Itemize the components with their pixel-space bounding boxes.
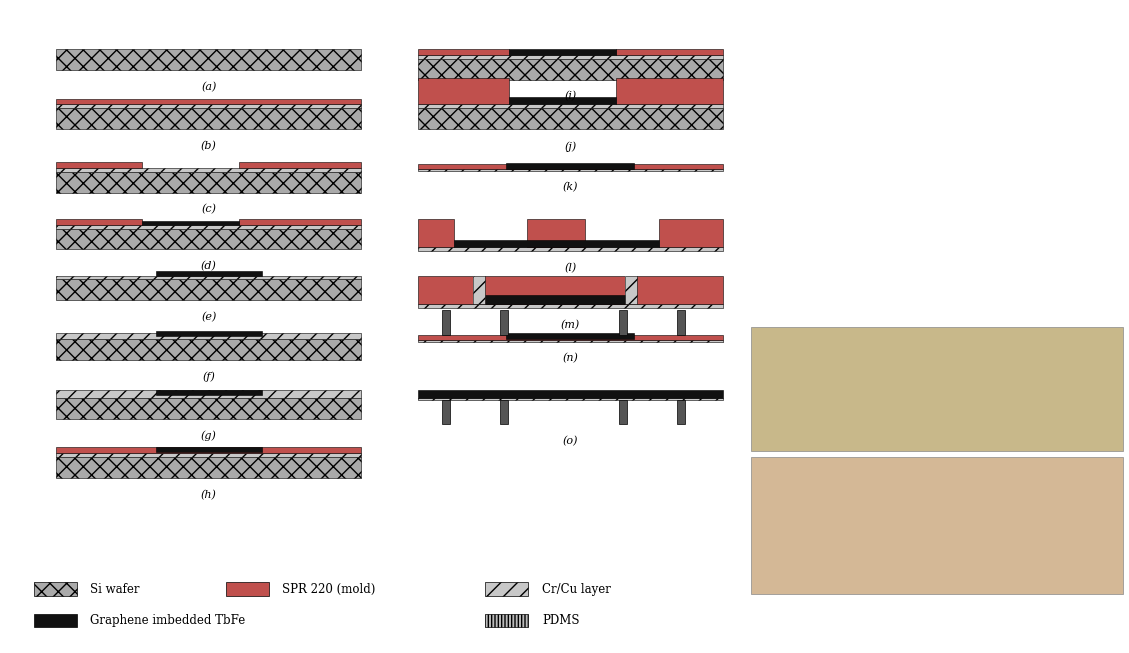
Bar: [454, 240, 658, 247]
Bar: [506, 334, 634, 340]
Text: PDMS: PDMS: [542, 614, 579, 627]
Bar: [156, 390, 262, 394]
Bar: [418, 304, 723, 308]
Bar: [616, 78, 723, 104]
Bar: [473, 276, 484, 304]
Text: (a): (a): [201, 82, 217, 92]
Bar: [418, 340, 723, 342]
Bar: [56, 457, 361, 478]
Bar: [658, 219, 723, 247]
Bar: [418, 276, 723, 304]
Bar: [751, 457, 1123, 594]
Bar: [418, 398, 723, 400]
Bar: [751, 326, 1123, 451]
Text: (c): (c): [201, 204, 217, 215]
Text: (f): (f): [202, 372, 216, 382]
Bar: [625, 276, 637, 304]
Bar: [56, 104, 361, 108]
Bar: [418, 55, 723, 59]
Bar: [418, 104, 723, 108]
Bar: [418, 219, 454, 247]
Bar: [239, 162, 361, 168]
Bar: [506, 163, 634, 168]
Bar: [418, 59, 723, 80]
Bar: [56, 229, 361, 249]
Bar: [56, 279, 361, 300]
Bar: [56, 108, 361, 129]
Bar: [156, 332, 262, 336]
Bar: [56, 447, 361, 453]
Text: (h): (h): [201, 490, 217, 500]
Bar: [56, 390, 361, 398]
Bar: [156, 447, 262, 453]
Bar: [619, 400, 627, 424]
Text: (b): (b): [201, 141, 217, 151]
Bar: [56, 453, 361, 457]
Bar: [500, 310, 508, 335]
Text: (g): (g): [201, 430, 217, 441]
Text: (o): (o): [562, 436, 578, 447]
Bar: [677, 310, 684, 335]
Bar: [484, 295, 625, 304]
Bar: [56, 49, 361, 70]
Text: (e): (e): [201, 312, 217, 323]
Bar: [418, 165, 723, 168]
Bar: [56, 219, 142, 225]
Bar: [485, 614, 528, 627]
Bar: [418, 49, 509, 55]
Bar: [239, 219, 361, 225]
Text: Si wafer: Si wafer: [90, 582, 140, 596]
Bar: [418, 168, 723, 170]
Bar: [418, 335, 723, 340]
Text: (l): (l): [564, 263, 576, 274]
Text: SPR 220 (mold): SPR 220 (mold): [282, 582, 376, 596]
Bar: [56, 99, 361, 104]
Bar: [418, 247, 723, 251]
Bar: [677, 400, 684, 424]
Text: (k): (k): [562, 182, 578, 193]
Bar: [616, 49, 723, 55]
Bar: [56, 276, 361, 279]
Bar: [56, 172, 361, 193]
Bar: [156, 271, 262, 276]
Bar: [500, 400, 508, 424]
Bar: [625, 276, 637, 304]
Bar: [418, 78, 509, 104]
Bar: [418, 390, 723, 398]
Text: (n): (n): [562, 353, 578, 364]
Bar: [509, 97, 616, 104]
Bar: [418, 108, 723, 129]
Bar: [56, 225, 361, 229]
Bar: [443, 310, 450, 335]
Text: (j): (j): [564, 141, 576, 151]
Text: Graphene imbedded TbFe: Graphene imbedded TbFe: [90, 614, 246, 627]
Bar: [142, 221, 239, 225]
Bar: [56, 168, 361, 172]
Bar: [34, 582, 77, 596]
Bar: [473, 276, 484, 304]
Bar: [619, 310, 627, 335]
Bar: [509, 49, 616, 55]
Bar: [56, 162, 142, 168]
Text: (m): (m): [560, 320, 580, 330]
Bar: [527, 219, 585, 247]
Text: (i): (i): [564, 91, 576, 102]
Bar: [485, 582, 528, 596]
Bar: [443, 400, 450, 424]
Bar: [56, 339, 361, 360]
Text: (d): (d): [201, 261, 217, 272]
Bar: [226, 582, 269, 596]
Bar: [56, 398, 361, 419]
Bar: [56, 333, 361, 339]
Bar: [34, 614, 77, 627]
Text: Cr/Cu layer: Cr/Cu layer: [542, 582, 611, 596]
